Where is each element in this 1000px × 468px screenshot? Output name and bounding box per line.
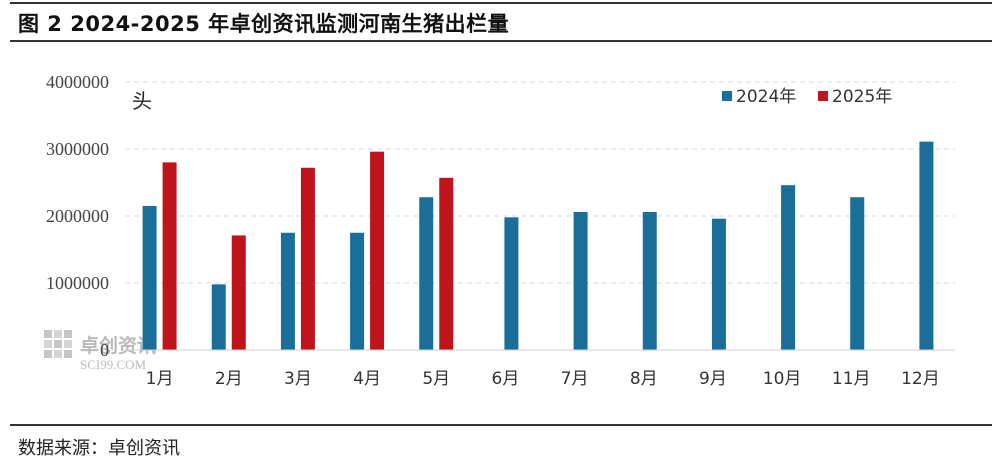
x-tick-label: 5月 <box>422 369 450 389</box>
bar-2025-1 <box>162 162 177 350</box>
x-tick-label: 6月 <box>492 369 520 389</box>
chart-title: 图 2 2024-2025 年卓创资讯监测河南生猪出栏量 <box>18 12 510 36</box>
x-tick-label: 1月 <box>146 369 174 389</box>
grid-lines <box>125 81 955 284</box>
x-tick-label: 10月 <box>763 369 802 389</box>
bar-2024-4 <box>350 232 365 350</box>
bar-2024-5 <box>419 197 434 350</box>
x-tick-label: 12月 <box>901 369 940 389</box>
y-unit-label: 头 <box>132 89 152 113</box>
bars <box>142 141 934 350</box>
legend-swatch-2025 <box>818 91 828 101</box>
bar-chart: 卓创资讯 SCI99.COM 0 1000000 2000000 3000000 400… <box>44 72 955 389</box>
bar-2024-11 <box>850 197 865 350</box>
bar-2025-3 <box>300 167 315 350</box>
x-tick-label: 11月 <box>832 369 871 389</box>
x-tick-label: 4月 <box>353 369 381 389</box>
bar-2024-8 <box>642 211 657 350</box>
x-tick-label: 2月 <box>215 369 243 389</box>
legend: 2024年 2025年 <box>722 87 892 107</box>
bar-2025-4 <box>370 151 385 350</box>
bar-2024-1 <box>142 205 157 350</box>
bar-2024-2 <box>211 284 226 350</box>
legend-swatch-2024 <box>722 91 732 101</box>
y-tick-label: 0 <box>100 340 109 360</box>
watermark-brand: 卓创资讯 <box>80 334 156 357</box>
y-tick-label: 4000000 <box>46 72 109 92</box>
legend-label-2024: 2024年 <box>736 87 796 107</box>
x-tick-label: 9月 <box>699 369 727 389</box>
bar-2024-10 <box>781 185 796 350</box>
bar-2024-12 <box>919 141 934 350</box>
watermark-logo: 卓创资讯 SCI99.COM <box>44 330 156 372</box>
bottom-rule <box>10 424 992 426</box>
top-rule <box>10 2 992 4</box>
bar-2024-9 <box>711 218 726 350</box>
bar-2024-3 <box>280 232 295 350</box>
title-rule <box>10 40 992 42</box>
bar-2024-7 <box>573 211 588 350</box>
x-tick-label: 8月 <box>630 369 658 389</box>
legend-label-2025: 2025年 <box>832 87 892 107</box>
x-tick-label: 3月 <box>284 369 312 389</box>
x-tick-label: 7月 <box>561 369 589 389</box>
watermark-site: SCI99.COM <box>80 357 147 372</box>
y-tick-label: 2000000 <box>46 206 109 226</box>
y-tick-label: 3000000 <box>46 139 109 159</box>
bar-2025-2 <box>231 235 246 350</box>
bar-2025-5 <box>439 177 454 350</box>
bar-2024-6 <box>504 217 519 350</box>
data-source-note: 数据来源：卓创资讯 <box>18 438 180 459</box>
y-tick-label: 1000000 <box>46 273 109 293</box>
axes: 0 1000000 2000000 3000000 4000000 1月 2月 3月 4月 5月 6… <box>46 72 955 389</box>
